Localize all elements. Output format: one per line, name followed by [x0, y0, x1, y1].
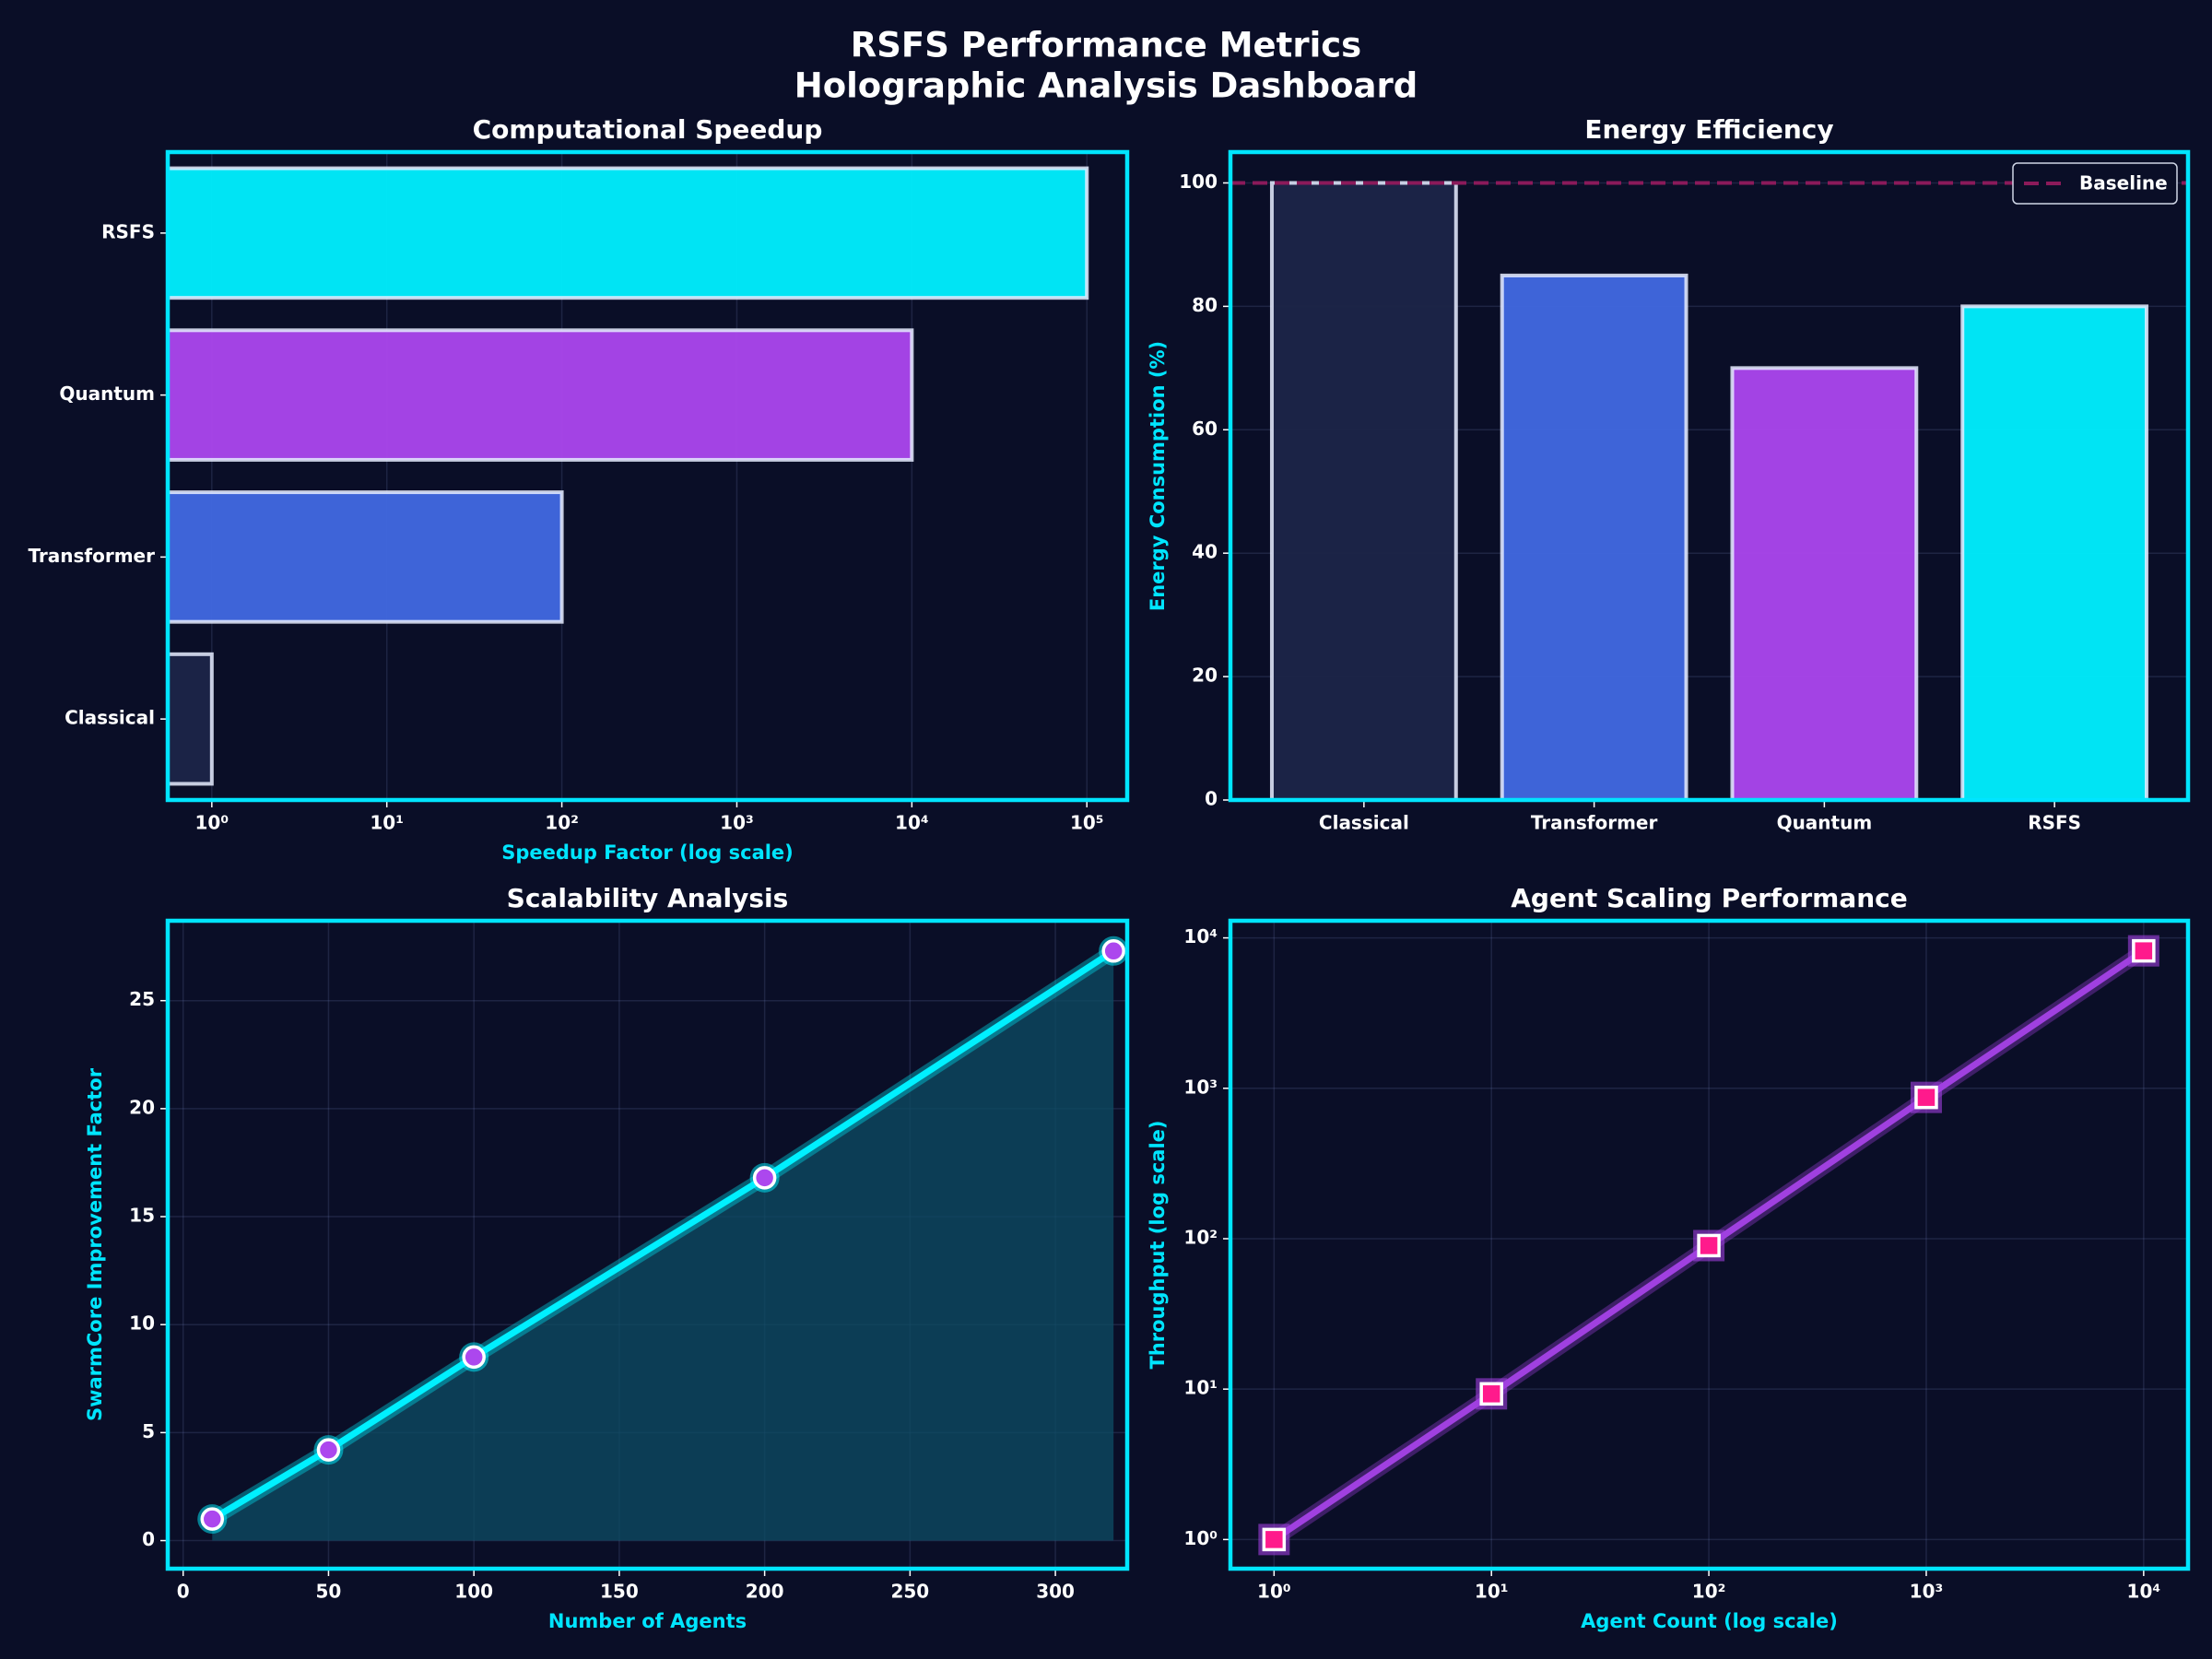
bar	[168, 652, 214, 786]
x-tick-label: 10²	[1692, 1581, 1726, 1603]
x-tick-label: 150	[600, 1581, 639, 1603]
y-tick-label: RSFS	[101, 220, 155, 242]
bar	[1730, 366, 1919, 800]
panel-title: Computational Speedup	[473, 114, 823, 145]
marker	[1101, 939, 1125, 963]
x-tick-label: 10⁵	[1070, 812, 1104, 834]
x-tick-label: 10⁴	[895, 812, 929, 834]
marker	[316, 1438, 341, 1462]
y-axis-label: Energy Consumption (%)	[1147, 341, 1169, 611]
y-tick-label: 25	[129, 988, 155, 1010]
y-tick-label: 10³	[1183, 1076, 1218, 1098]
y-axis-label: Throughput (log scale)	[1147, 1120, 1169, 1369]
axes-frame	[1228, 149, 2191, 803]
plot-body	[168, 921, 1127, 1569]
plot-body	[1230, 181, 2188, 800]
marker	[1262, 1527, 1287, 1552]
x-tick-label: 100	[454, 1581, 493, 1603]
marker	[2132, 938, 2156, 963]
legend-box	[2012, 162, 2178, 205]
bar	[1960, 304, 2149, 800]
y-tick-label: 60	[1192, 418, 1218, 440]
panel-title: Scalability Analysis	[507, 883, 789, 913]
x-tick-label: 10⁰	[1257, 1581, 1291, 1603]
x-tick-label: 200	[746, 1581, 784, 1603]
axes-frame	[1228, 918, 2191, 1571]
panel-title: Energy Efficiency	[1584, 114, 1833, 145]
y-tick-label: 0	[1205, 788, 1218, 810]
x-tick-label: Classical	[1319, 812, 1409, 834]
y-tick-label: 80	[1192, 294, 1218, 316]
y-tick-label: 15	[129, 1205, 155, 1227]
y-tick-label: 5	[142, 1420, 155, 1442]
x-tick-label: 10³	[1910, 1581, 1944, 1603]
plot-area	[1230, 181, 2188, 800]
plot-area	[1230, 921, 2188, 1569]
plot-area	[168, 152, 1089, 800]
bar	[1269, 181, 1458, 800]
bar	[1500, 273, 1688, 800]
bar	[168, 166, 1089, 300]
y-tick-label: 10¹	[1183, 1377, 1218, 1399]
x-tick-label: 50	[316, 1581, 342, 1603]
y-tick-label: Classical	[65, 707, 155, 729]
y-axis-label: SwarmCore Improvement Factor	[84, 1067, 106, 1421]
panel-title: Agent Scaling Performance	[1511, 883, 1908, 913]
legend-label: Baseline	[2079, 172, 2168, 194]
x-tick-label: 10²	[545, 812, 579, 834]
bar	[168, 490, 564, 624]
x-tick-label: 10⁴	[2127, 1581, 2161, 1603]
x-tick-label: Transformer	[1531, 812, 1658, 834]
x-tick-label: 10¹	[1475, 1581, 1509, 1603]
y-tick-label: 40	[1192, 541, 1218, 563]
plot-body	[168, 152, 1089, 800]
x-axis-label: Speedup Factor (log scale)	[501, 841, 794, 864]
x-axis-label: Agent Count (log scale)	[1581, 1610, 1838, 1632]
marker	[200, 1507, 225, 1531]
x-tick-label: 10¹	[370, 812, 404, 834]
marker	[462, 1345, 486, 1370]
y-tick-label: Transformer	[28, 545, 155, 567]
x-tick-label: 300	[1036, 1581, 1075, 1603]
marker	[1914, 1085, 1938, 1110]
dashboard-title: RSFS Performance Metrics	[851, 26, 1361, 65]
marker	[752, 1166, 777, 1190]
dashboard-subtitle: Holographic Analysis Dashboard	[794, 66, 1418, 106]
plot-area	[168, 921, 1129, 1569]
y-tick-label: 10	[129, 1312, 155, 1335]
axes-frame	[165, 149, 1130, 803]
marker	[1697, 1233, 1721, 1258]
x-tick-label: Quantum	[1777, 812, 1873, 834]
y-tick-label: 10⁰	[1183, 1527, 1218, 1549]
y-tick-label: 10⁴	[1183, 925, 1218, 947]
marker	[1479, 1382, 1503, 1406]
y-tick-label: 20	[129, 1096, 155, 1118]
x-axis-label: Number of Agents	[548, 1610, 747, 1632]
y-tick-label: 0	[142, 1528, 155, 1550]
x-tick-label: 0	[177, 1581, 190, 1603]
x-tick-label: 10³	[720, 812, 754, 834]
bar	[168, 328, 914, 462]
x-tick-label: 10⁰	[195, 812, 229, 834]
x-tick-label: 250	[890, 1581, 929, 1603]
x-tick-label: RSFS	[2028, 812, 2081, 834]
axes-frame	[165, 918, 1130, 1571]
y-tick-label: 20	[1192, 665, 1218, 687]
y-tick-label: 10²	[1183, 1226, 1218, 1248]
y-tick-label: Quantum	[59, 382, 155, 405]
y-tick-label: 100	[1179, 171, 1218, 193]
